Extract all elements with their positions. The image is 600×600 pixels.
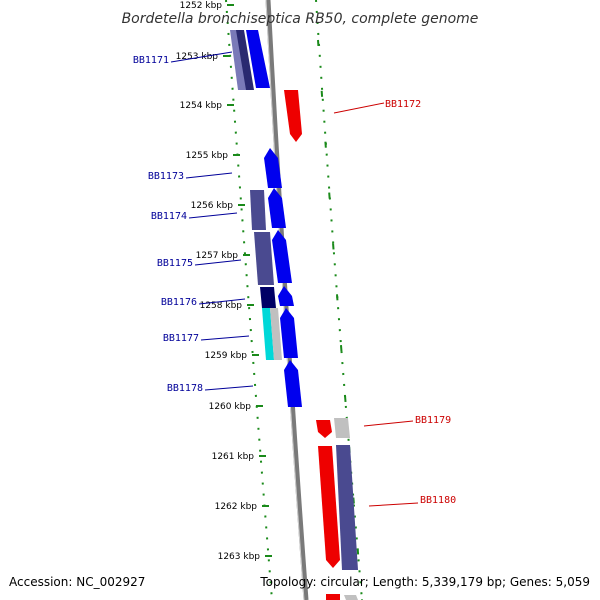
gene-label-bb1171[interactable]: BB1171 [133,55,169,66]
gene-label-bb1180[interactable]: BB1180 [420,495,456,506]
gene-leader-line [333,102,385,114]
tick-label: 1260 kbp [209,402,252,412]
reverse-cds-track [284,90,340,600]
tick-label: 1256 kbp [191,201,234,211]
tick-label: 1254 kbp [180,101,223,111]
cog-block [336,445,358,570]
gene-label-bb1179[interactable]: BB1179 [415,415,451,426]
cds-arrow [264,148,282,188]
gene-leader-line [188,212,238,219]
cog-block [334,418,350,438]
gene-labels: BB1171 BB1172 BB1173 BB1174 BB1175 BB1176 BB11… [133,51,456,507]
accession-text: Accession: NC_002927 [9,575,145,589]
scale-tick-labels: 1252 kbp 1253 kbp 1254 kbp 1255 kbp 1256 kbp… [176,1,272,562]
tick-label: 1258 kbp [200,301,243,311]
cog-block [250,190,266,230]
gene-leader-line [204,385,254,391]
cog-block [270,308,282,360]
tick-label: 1263 kbp [218,552,261,562]
cog-track [230,30,358,600]
gene-leader-line [363,420,414,427]
gene-leader-line [368,502,419,507]
cds-arrow [316,420,332,438]
tick-label: 1262 kbp [215,502,258,512]
tick-label: 1255 kbp [186,151,229,161]
cds-arrow [284,90,302,142]
topology-text: Topology: circular; Length: 5,339,179 bp… [259,575,590,589]
gene-leader-line [185,172,233,179]
tick-label: 1261 kbp [212,452,255,462]
gene-label-bb1176[interactable]: BB1176 [161,297,197,308]
gene-leader-line [198,298,246,305]
gene-label-bb1178[interactable]: BB1178 [167,383,203,394]
cog-block [260,287,276,308]
cog-block [344,595,358,600]
gene-label-bb1173[interactable]: BB1173 [148,171,184,182]
cds-arrow [326,594,340,600]
gene-label-bb1174[interactable]: BB1174 [151,211,187,222]
gene-label-bb1175[interactable]: BB1175 [157,258,193,269]
cds-arrow [272,230,292,283]
gene-label-bb1172[interactable]: BB1172 [385,99,421,110]
tick-label: 1252 kbp [180,1,223,11]
cog-block [254,232,274,285]
cog-block [236,30,254,90]
cds-arrow [268,188,286,228]
genome-title: Bordetella bronchiseptica RB50, complete… [122,11,479,27]
tick-label: 1257 kbp [196,251,239,261]
gene-leader-line [170,51,233,63]
cds-arrow [318,446,340,568]
forward-cds-track [246,30,302,407]
cds-arrow [284,360,302,407]
outer-scale-ring [315,0,363,600]
gene-leader-line [194,259,242,266]
cds-arrow [246,30,270,88]
cds-arrow [280,308,298,358]
cds-arrow [278,286,294,306]
gene-label-bb1177[interactable]: BB1177 [163,333,199,344]
tick-label: 1253 kbp [176,52,219,62]
inner-scale-ring [225,0,273,600]
gene-leader-line [200,335,250,341]
tick-label: 1259 kbp [205,351,248,361]
